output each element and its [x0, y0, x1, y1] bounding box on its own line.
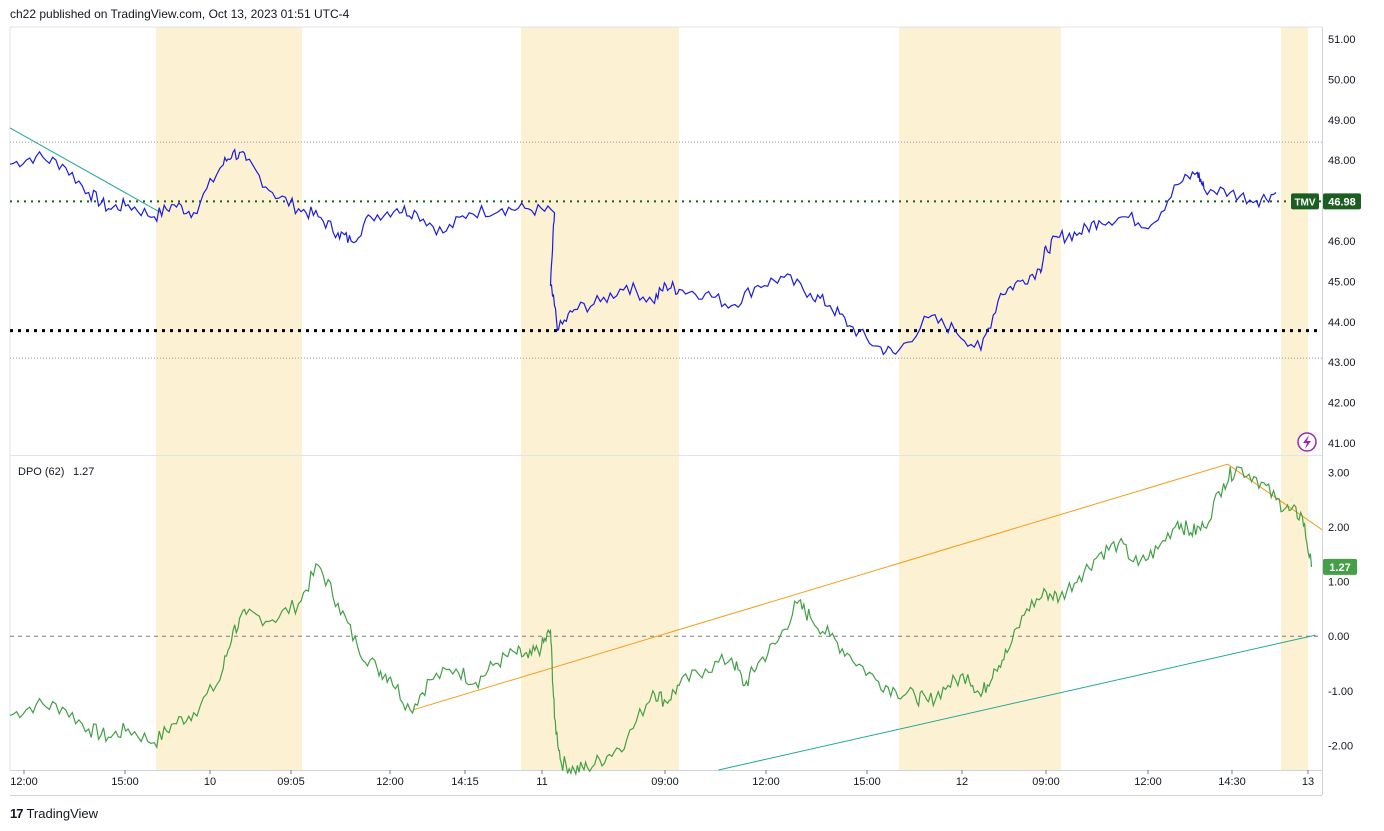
x-tick-label: 14:30 [1218, 776, 1246, 788]
tmv-label-text: TMV [1294, 197, 1315, 208]
price-y-tick-label: 44.00 [1328, 317, 1356, 329]
tmv-price-text: 46.98 [1328, 196, 1356, 208]
price-y-tick-label: 45.00 [1328, 276, 1356, 288]
tradingview-brand[interactable]: 17 TradingView [10, 806, 98, 821]
session-band [1281, 27, 1308, 770]
x-tick-label: 12 [956, 776, 968, 788]
x-tick-label: 09:00 [1032, 776, 1060, 788]
x-tick-label: 12:00 [10, 776, 38, 788]
tradingview-logo-icon: 17 [10, 806, 24, 821]
dpo-y-tick-label: 3.00 [1328, 467, 1349, 479]
tmv-label-badge [1291, 193, 1319, 210]
dpo-series-line [9, 466, 1313, 777]
price-y-tick-label: 46.00 [1328, 236, 1356, 248]
price-y-tick-label: 50.00 [1328, 74, 1356, 86]
x-tick-label: 10 [204, 776, 216, 788]
price-y-tick-label: 48.00 [1328, 155, 1356, 167]
dpo-value-badge [1323, 558, 1357, 575]
x-axis: 12:00 15:00 10 09:05 12:00 14:15 11 09:00 12:00 1… [10, 770, 1314, 788]
brand-name: TradingView [26, 806, 99, 821]
price-y-tick-label: 41.00 [1328, 438, 1356, 450]
price-y-tick-label: 43.00 [1328, 357, 1356, 369]
dpo-y-tick-label: 2.00 [1328, 522, 1349, 534]
price-series-line [9, 148, 1277, 356]
price-levels [10, 141, 1322, 637]
dpo-y-tick-label: 0.00 [1328, 631, 1349, 643]
tmv-price-badge [1323, 193, 1361, 210]
x-tick-label: 15:00 [853, 776, 881, 788]
session-highlight-bands [156, 27, 1308, 770]
bolt-glyph [1303, 435, 1311, 449]
y-axis: 51.0050.0049.0048.0047.0046.0045.0044.00… [1328, 34, 1356, 752]
dpo-trendline [412, 463, 1228, 711]
x-tick-label: 13 [1302, 776, 1314, 788]
dpo-y-tick-label: -2.00 [1328, 740, 1353, 752]
lightning-bolt-icon[interactable] [1297, 432, 1317, 452]
x-tick-label: 09:05 [277, 776, 305, 788]
session-band [899, 27, 1061, 770]
x-tick-label: 14:15 [451, 776, 479, 788]
series-layer [9, 148, 1313, 777]
price-y-tick-label: 51.00 [1328, 34, 1356, 46]
value-badges: TMV 46.98 1.27 [1291, 193, 1361, 575]
session-band [156, 27, 302, 770]
dpo-title: DPO (62) [18, 466, 64, 478]
session-band [521, 27, 679, 770]
x-tick-label: 12:00 [1134, 776, 1162, 788]
x-tick-label: 11 [536, 776, 547, 788]
price-trendline [9, 127, 162, 214]
panel-borders [9, 26, 1323, 796]
price-y-tick-label: 49.00 [1328, 115, 1356, 127]
dpo-trendline [718, 634, 1316, 771]
dpo-y-tick-label: 1.00 [1328, 577, 1349, 589]
dpo-current-value: 1.27 [73, 466, 94, 478]
x-tick-label: 09:00 [651, 776, 679, 788]
publisher-header: ch22 published on TradingView.com, Oct 1… [10, 7, 350, 21]
dpo-value-text: 1.27 [1329, 562, 1350, 574]
x-tick-label: 12:00 [376, 776, 404, 788]
x-tick-label: 15:00 [111, 776, 139, 788]
price-y-tick-label: 42.00 [1328, 398, 1356, 410]
x-tick-label: 12:00 [752, 776, 780, 788]
indicator-title-group: DPO (62) 1.27 [18, 466, 94, 478]
dpo-y-tick-label: -1.00 [1328, 686, 1353, 698]
